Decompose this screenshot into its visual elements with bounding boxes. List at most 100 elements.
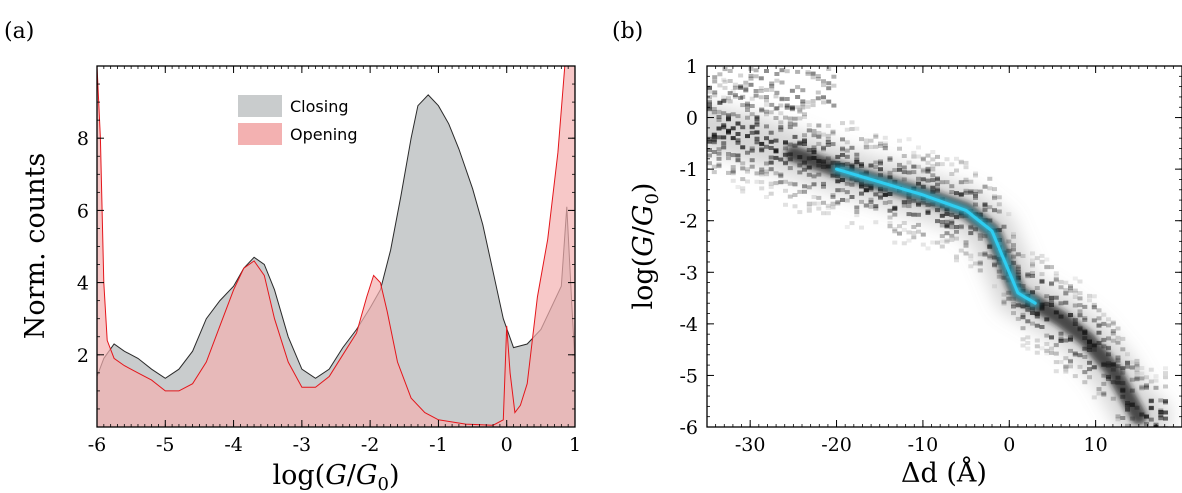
density-cell <box>1058 336 1064 341</box>
density-cell <box>1120 347 1126 352</box>
density-cell <box>930 157 936 162</box>
density-cell <box>721 141 727 146</box>
density-cell <box>831 103 837 108</box>
density-cell <box>745 150 750 155</box>
density-cell <box>868 200 874 205</box>
density-cell <box>868 163 874 168</box>
density-cell <box>830 131 836 136</box>
density-cell <box>707 89 712 94</box>
density-cell <box>925 168 931 173</box>
density-cell <box>868 138 874 143</box>
density-cell <box>944 223 950 228</box>
density-cell <box>906 238 912 243</box>
density-cell <box>821 145 826 150</box>
density-cell <box>1115 417 1121 422</box>
density-cell <box>1154 454 1159 458</box>
density-cell <box>1135 430 1140 434</box>
density-cell <box>897 232 902 236</box>
density-cell <box>1158 453 1163 457</box>
density-cell <box>1101 381 1107 386</box>
density-cell <box>1034 338 1040 343</box>
density-cell <box>816 172 822 177</box>
density-cell <box>873 134 879 139</box>
density-cell <box>1077 279 1083 284</box>
density-cell <box>806 148 812 152</box>
density-cell <box>1148 398 1154 403</box>
density-cell <box>711 138 717 143</box>
density-cell <box>1039 346 1045 351</box>
density-cell <box>882 143 888 148</box>
density-cell <box>1011 311 1016 316</box>
density-cell <box>800 105 806 110</box>
density-cell <box>835 154 841 159</box>
density-cell <box>1053 351 1059 356</box>
density-cell <box>753 89 759 93</box>
density-cell <box>816 134 822 139</box>
density-cell <box>774 90 780 95</box>
x-tick-label: -3 <box>293 434 312 456</box>
density-cell <box>935 177 940 182</box>
density-cell <box>1154 438 1159 442</box>
density-cell <box>764 69 769 73</box>
density-cell <box>722 98 728 103</box>
density-cell <box>901 154 907 158</box>
density-cell <box>717 83 723 88</box>
density-cell <box>768 181 774 186</box>
density-cell <box>1020 337 1026 342</box>
density-cell <box>1163 447 1168 451</box>
density-cell <box>854 160 860 164</box>
density-cell <box>1072 276 1078 281</box>
density-cell <box>811 201 817 206</box>
density-cell <box>935 188 940 193</box>
density-cell <box>806 185 812 190</box>
x-tick-label: -4 <box>224 434 243 456</box>
density-cell <box>987 176 993 181</box>
density-cell <box>768 184 774 189</box>
density-cell <box>730 112 736 117</box>
density-cell <box>1139 376 1145 381</box>
density-cell <box>854 213 860 218</box>
panel-a: -6 -5 -4 -3 -2 -1 0 1 2 4 6 8 Closing Opening Norm.… <box>20 65 581 493</box>
x-tick-label: -2 <box>361 434 380 456</box>
density-cell <box>749 112 755 117</box>
density-cell <box>1039 253 1045 258</box>
density-cell <box>944 212 950 216</box>
density-cell <box>712 75 718 80</box>
density-cell <box>863 204 869 208</box>
density-cell <box>1120 416 1126 420</box>
density-cell <box>968 179 974 184</box>
density-cell <box>1072 295 1078 299</box>
density-cell <box>722 79 728 84</box>
density-cell <box>1139 386 1145 391</box>
density-cell <box>854 205 860 210</box>
density-cell <box>730 136 736 141</box>
density-cell <box>973 194 978 199</box>
density-cell <box>759 180 765 185</box>
density-cell <box>1091 365 1097 370</box>
density-cell <box>730 165 736 170</box>
x-tick-label: 10 <box>1084 434 1108 456</box>
density-cell <box>901 227 907 232</box>
density-cell <box>740 177 746 182</box>
density-cell <box>712 93 718 98</box>
density-cell <box>806 172 812 177</box>
density-cell <box>806 128 812 133</box>
density-cell <box>1091 302 1097 307</box>
density-cell <box>840 147 845 152</box>
density-cell <box>1077 309 1083 314</box>
density-cell <box>792 122 798 127</box>
x-tick-label: -20 <box>821 434 852 456</box>
density-cell <box>878 141 883 146</box>
density-cell <box>949 162 955 167</box>
density-cell <box>735 132 741 136</box>
density-cell <box>1011 301 1016 306</box>
density-cell <box>911 231 917 235</box>
density-cell <box>726 170 731 175</box>
density-cell <box>863 138 869 143</box>
density-cell <box>901 177 907 182</box>
density-cell <box>783 179 788 184</box>
density-cell <box>920 169 926 174</box>
density-cell <box>749 158 755 163</box>
density-cell <box>735 140 741 145</box>
density-cell <box>1110 329 1116 334</box>
